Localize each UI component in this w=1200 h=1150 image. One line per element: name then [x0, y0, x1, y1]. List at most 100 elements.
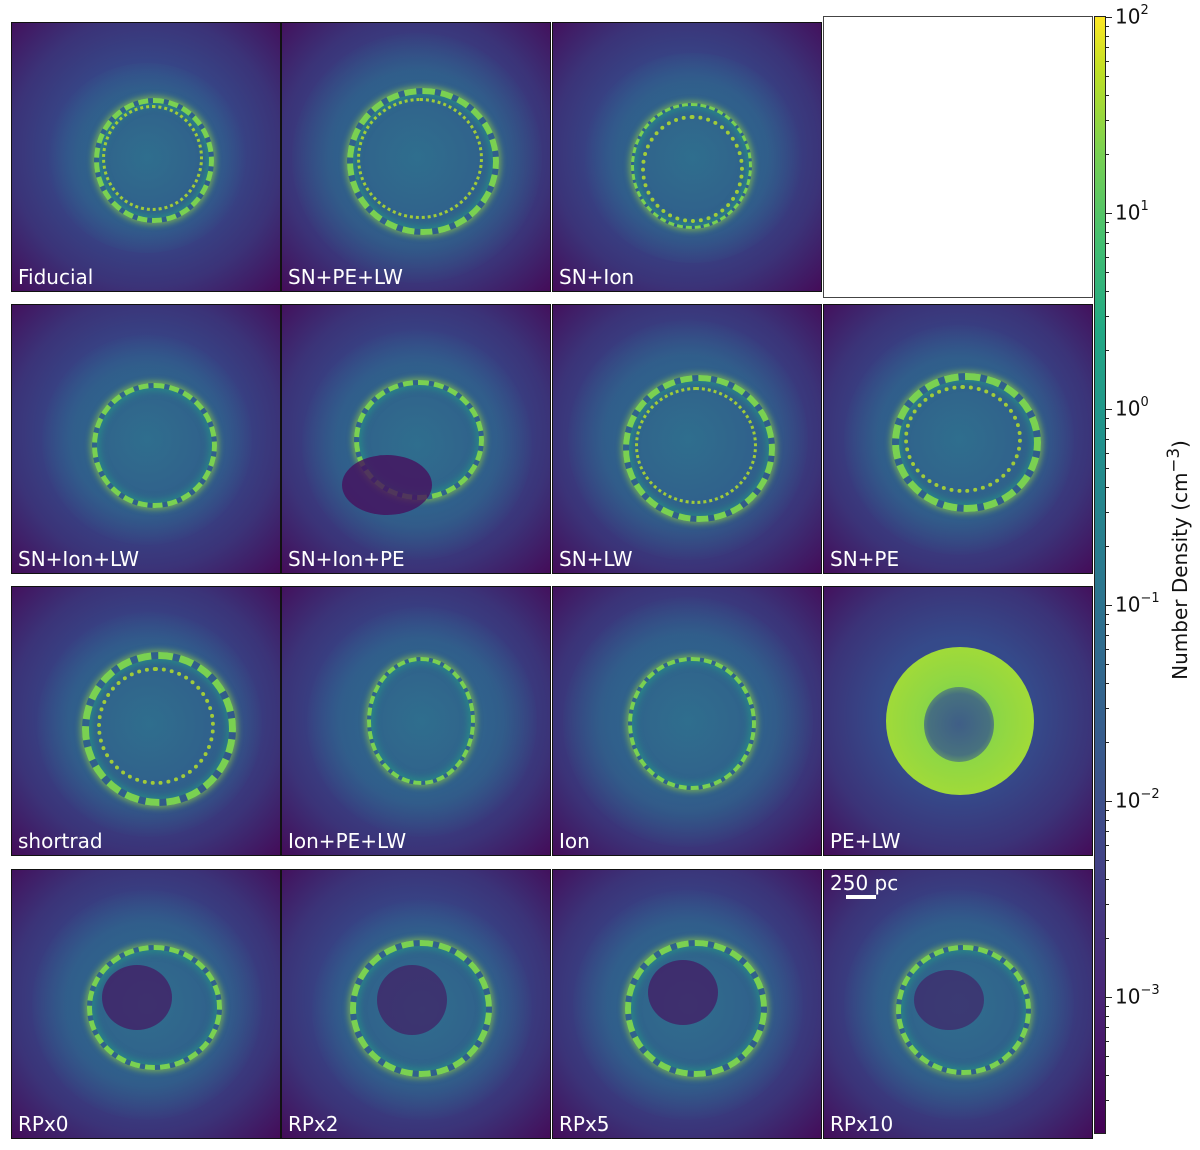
panel-label: RPx0 [18, 1112, 69, 1136]
panel-rpx10: RPx10 [823, 869, 1093, 1139]
colorbar-minor-tick [1106, 546, 1109, 547]
dense-gas-filaments [357, 98, 483, 219]
low-density-cavity [102, 965, 172, 1030]
colorbar-tick-label: 102 [1115, 3, 1149, 29]
colorbar-minor-tick [1106, 36, 1109, 37]
colorbar-minor-tick [1106, 1075, 1109, 1076]
colorbar-minor-tick [1106, 707, 1109, 709]
dense-gas-ring [896, 945, 1031, 1075]
panel-label: PE+LW [830, 829, 901, 853]
panel-sn-ion-pe: SN+Ion+PE [281, 304, 551, 574]
panel-sn-lw: SN+LW [552, 304, 822, 574]
panel-label: SN+PE [830, 547, 900, 571]
colorbar-tick-label: 100 [1115, 395, 1149, 421]
low-density-cavity [377, 965, 447, 1035]
dense-gas-filaments [635, 387, 757, 504]
colorbar-minor-tick [1106, 487, 1109, 488]
dense-gas-ring [367, 657, 475, 785]
colorbar-tick-label: 101 [1115, 199, 1149, 225]
colorbar-minor-tick [1106, 810, 1109, 811]
dense-gas-ring [350, 940, 492, 1077]
colorbar-minor-tick [1106, 511, 1109, 513]
panel-sn-ion-lw: SN+Ion+LW [11, 304, 281, 574]
panel-label: SN+Ion+PE [288, 547, 405, 571]
dense-gas-ring [631, 103, 752, 229]
colorbar-tick [1106, 213, 1112, 214]
panel-pe-lw: PE+LW [823, 586, 1093, 856]
colorbar [1094, 16, 1106, 1134]
panel-label: RPx2 [288, 1112, 339, 1136]
colorbar-tick [1106, 801, 1112, 802]
low-density-cavity [648, 960, 718, 1025]
colorbar-minor-tick [1106, 1099, 1109, 1101]
panel-rpx2: RPx2 [281, 869, 551, 1139]
dense-gas-ring [628, 657, 756, 790]
low-density-cavity [342, 455, 432, 515]
colorbar-minor-tick [1106, 315, 1109, 317]
colorbar-minor-tick [1106, 624, 1109, 625]
panel-label: Fiducial [18, 265, 94, 289]
dense-gas-filaments [97, 667, 215, 785]
dense-gas-filaments [641, 115, 744, 223]
colorbar-minor-tick [1106, 1056, 1109, 1057]
dense-gas-ring [347, 88, 499, 235]
panel-label: Ion [559, 829, 590, 853]
colorbar-minor-tick [1106, 47, 1109, 49]
dense-gas-ring [92, 383, 217, 508]
panel-ion-pe-lw: Ion+PE+LW [281, 586, 551, 856]
colorbar-minor-tick [1106, 119, 1109, 121]
colorbar-minor-tick [1106, 860, 1109, 861]
colorbar-minor-tick [1106, 879, 1109, 880]
colorbar-tick [1106, 997, 1112, 998]
colorbar-minor-tick [1106, 428, 1109, 429]
dense-gas-ring [94, 98, 214, 223]
dense-gas-ring [87, 945, 222, 1070]
scale-bar-label: 250 pc [830, 871, 899, 895]
dense-gas-ring [623, 375, 775, 522]
colorbar-minor-tick [1106, 60, 1109, 62]
panel-label: SN+PE+LW [288, 265, 403, 289]
colorbar-tick-label: 10−1 [1115, 591, 1160, 617]
panel-fiducial: Fiducial [11, 22, 281, 292]
colorbar-minor-tick [1106, 468, 1109, 469]
panel-rpx5: RPx5 [552, 869, 822, 1139]
colorbar-minor-tick [1106, 683, 1109, 684]
colorbar-minor-tick [1106, 272, 1109, 273]
colorbar-minor-tick [1106, 76, 1109, 77]
colorbar-minor-tick [1106, 664, 1109, 665]
colorbar-minor-tick [1106, 439, 1109, 441]
colorbar-minor-tick [1106, 154, 1109, 155]
colorbar-minor-tick [1106, 291, 1109, 292]
colorbar-title: Number Density (cm−3) [1164, 440, 1192, 680]
dense-gas-ring [892, 373, 1041, 512]
dense-gas-ring [82, 652, 236, 806]
colorbar-minor-tick [1106, 232, 1109, 233]
colorbar-tick [1106, 409, 1112, 410]
colorbar-minor-tick [1106, 256, 1109, 258]
panel-label: SN+Ion [559, 265, 635, 289]
panel-sn-pe-lw: SN+PE+LW [281, 22, 551, 292]
panel-rpx0: RPx0 [11, 869, 281, 1139]
colorbar-minor-tick [1106, 418, 1109, 419]
panel-label: shortrad [18, 829, 103, 853]
colorbar-minor-tick [1106, 1006, 1109, 1007]
dense-gas-filaments [904, 385, 1022, 493]
colorbar-tick [1106, 605, 1112, 606]
colorbar-minor-tick [1106, 95, 1109, 96]
colorbar-minor-tick [1106, 844, 1109, 846]
colorbar-minor-tick [1106, 222, 1109, 223]
colorbar-minor-tick [1106, 452, 1109, 454]
dense-gas-ring [625, 940, 767, 1077]
colorbar-minor-tick [1106, 938, 1109, 939]
panel-sn-ion: SN+Ion [552, 22, 822, 292]
colorbar-minor-tick [1106, 648, 1109, 650]
colorbar-minor-tick [1106, 243, 1109, 245]
dense-gas-filaments [102, 105, 203, 211]
colorbar-minor-tick [1106, 831, 1109, 833]
colorbar-minor-tick [1106, 903, 1109, 905]
panel-sn-pe: SN+PE [823, 304, 1093, 574]
colorbar-tick [1106, 17, 1112, 18]
colorbar-minor-tick [1106, 1027, 1109, 1029]
empty-panel [823, 16, 1093, 298]
panel-label: SN+LW [559, 547, 633, 571]
